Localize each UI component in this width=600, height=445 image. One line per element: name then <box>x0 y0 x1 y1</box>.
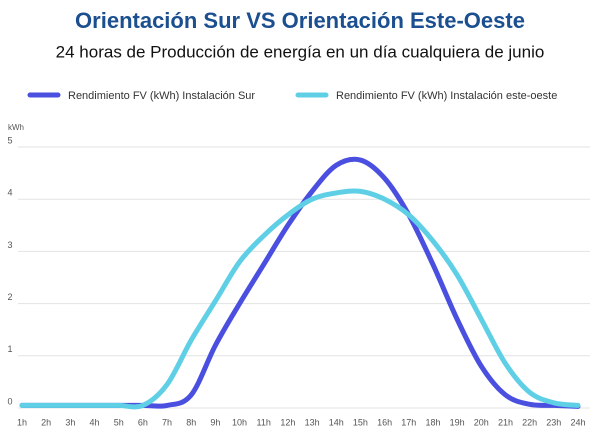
series-line <box>19 188 581 410</box>
x-tick-label: 7h <box>162 417 172 427</box>
x-tick-label: 16h <box>377 417 392 427</box>
x-tick-label: 8h <box>186 417 196 427</box>
x-tick-label: 6h <box>138 417 148 427</box>
x-tick-label: 24h <box>570 417 585 427</box>
y-tick-label: 2 <box>7 292 12 302</box>
x-tick-label: 21h <box>498 417 513 427</box>
x-tick-label: 15h <box>353 417 368 427</box>
series-line <box>19 156 581 409</box>
x-tick-label: 12h <box>280 417 295 427</box>
x-tick-label: 17h <box>401 417 416 427</box>
x-tick-label: 22h <box>522 417 537 427</box>
x-tick-label: 20h <box>474 417 489 427</box>
y-tick-label: 3 <box>7 240 12 250</box>
x-tick-label: 9h <box>210 417 220 427</box>
x-tick-label: 11h <box>257 417 271 427</box>
x-tick-label: 19h <box>450 417 465 427</box>
chart-title: Orientación Sur VS Orientación Este-Oest… <box>75 8 525 33</box>
x-tick-label: 3h <box>65 417 75 427</box>
x-tick-label: 1h <box>17 417 27 427</box>
x-tick-label: 14h <box>329 417 344 427</box>
x-tick-label: 2h <box>41 417 51 427</box>
x-tick-label: 13h <box>305 417 320 427</box>
x-tick-label: 18h <box>425 417 440 427</box>
y-tick-label: 0 <box>7 396 12 406</box>
x-tick-label: 10h <box>232 417 247 427</box>
x-tick-label: 23h <box>546 417 561 427</box>
y-tick-label: 4 <box>7 188 12 198</box>
x-tick-label: 5h <box>114 417 124 427</box>
y-axis-label: kWh <box>8 123 24 132</box>
y-tick-label: 5 <box>7 135 12 145</box>
legend-label: Rendimiento FV (kWh) Instalación este-oe… <box>336 90 557 102</box>
chart-subtitle: 24 horas de Producción de energía en un … <box>56 42 545 61</box>
y-tick-label: 1 <box>7 344 12 354</box>
x-tick-label: 4h <box>90 417 100 427</box>
legend-label: Rendimiento FV (kWh) Instalación Sur <box>68 90 255 102</box>
